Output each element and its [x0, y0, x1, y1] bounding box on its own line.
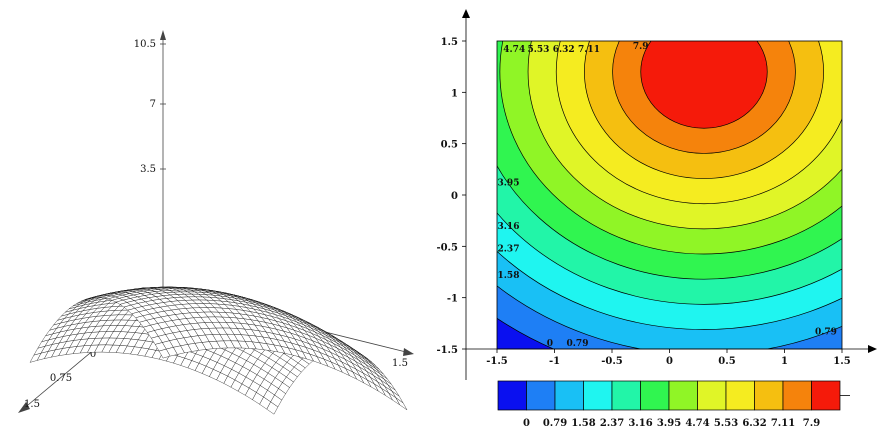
z-tick-label: 3.5 — [140, 164, 156, 175]
y-tick-label: 0 — [451, 191, 458, 202]
colorbar-swatch — [725, 380, 755, 411]
contour-band — [640, 41, 768, 129]
colorbar-tick-label: 0 — [523, 418, 530, 429]
colorbar-swatch — [811, 380, 841, 411]
x-tick-label: 1.5 — [24, 399, 40, 410]
colorbar-swatch — [554, 380, 584, 411]
y-axis-arrow — [403, 348, 414, 356]
y-tick-label: 0.5 — [441, 140, 458, 151]
colorbar-tick-label: 7.9 — [803, 418, 820, 429]
x-tick-label: -1.5 — [486, 356, 508, 367]
y-tick-label: -1.5 — [436, 345, 458, 356]
contour-level-label: 6.32 — [553, 45, 575, 55]
x-tick-label: 1.5 — [833, 356, 850, 367]
colorbar-swatch — [697, 380, 727, 411]
contour-level-label: 2.37 — [498, 244, 520, 254]
contour-level-label: 1.58 — [498, 271, 520, 281]
z-axis-arrow — [160, 30, 166, 40]
x-tick-label: 0 — [666, 356, 673, 367]
colorbar-tick-label: 3.16 — [628, 418, 652, 429]
colorbar-tick-label: 4.74 — [685, 418, 709, 429]
colorbar-tick-label: 2.37 — [600, 418, 624, 429]
contour-level-label: 0.79 — [567, 339, 589, 349]
colorbar-swatch — [668, 380, 698, 411]
contour-level-label: 7.11 — [578, 45, 600, 55]
y-tick-label: -1 — [447, 294, 458, 305]
x-tick-label: 0.5 — [718, 356, 735, 367]
contour-level-label: 3.95 — [498, 179, 520, 189]
contour-level-label: 0.79 — [815, 328, 837, 338]
surface-mesh — [29, 286, 408, 415]
x-axis-arrow — [868, 345, 877, 353]
x-tick-label: -0.5 — [601, 356, 623, 367]
colorbar-swatch — [782, 380, 812, 411]
y-tick-label: 1.5 — [441, 37, 458, 48]
colorbar-tick-label: 1.58 — [571, 418, 595, 429]
surface-cell — [395, 397, 408, 411]
z-tick-label: 10.5 — [134, 39, 156, 50]
x-tick-label: 0 — [90, 349, 96, 360]
z-tick-label: 7 — [150, 99, 156, 110]
colorbar-swatch — [526, 380, 556, 411]
x-axis-arrow — [18, 402, 30, 413]
contour-level-label: 0 — [547, 339, 553, 349]
contour-bands — [497, 41, 842, 349]
contour-plot: -1.5 -1 -0.5 0 0.5 1 1.5 -1.5 -1 -0.5 0 0.5 1 1.5 4.74… — [436, 9, 877, 380]
y-tick-label: 1 — [451, 88, 458, 99]
contour-level-label: 7.9 — [633, 42, 649, 52]
y-axis-arrow — [462, 9, 470, 18]
colorbar-swatch — [583, 380, 613, 411]
colorbar: 0 0.79 1.58 2.37 3.16 3.95 4.74 5.53 6.32 7.11 7.9 — [497, 380, 850, 429]
colorbar-tick-label: 7.11 — [771, 418, 795, 429]
colorbar-tick-label: 6.32 — [742, 418, 766, 429]
colorbar-swatch — [640, 380, 670, 411]
contour-level-label: 3.16 — [498, 222, 520, 232]
x-tick-label: 1 — [781, 356, 788, 367]
y-tick-label: -0.5 — [436, 242, 458, 253]
y-tick-label: 1.5 — [392, 358, 408, 369]
contour-level-label: 4.74 — [503, 45, 525, 55]
colorbar-tick-label: 5.53 — [714, 418, 738, 429]
colorbar-swatch — [497, 380, 527, 411]
contour-level-label: 5.53 — [527, 45, 549, 55]
surface-3d-plot: -3.53.5710.5-1.5-0.7500.751.5-1.5-0.50.5… — [18, 30, 414, 415]
colorbar-tick-label: 3.95 — [657, 418, 681, 429]
colorbar-swatch — [754, 380, 784, 411]
x-tick-label: -1 — [549, 356, 560, 367]
colorbar-swatch — [611, 380, 641, 411]
colorbar-tick-label: 0.79 — [543, 418, 567, 429]
x-tick-label: 0.75 — [50, 373, 72, 384]
